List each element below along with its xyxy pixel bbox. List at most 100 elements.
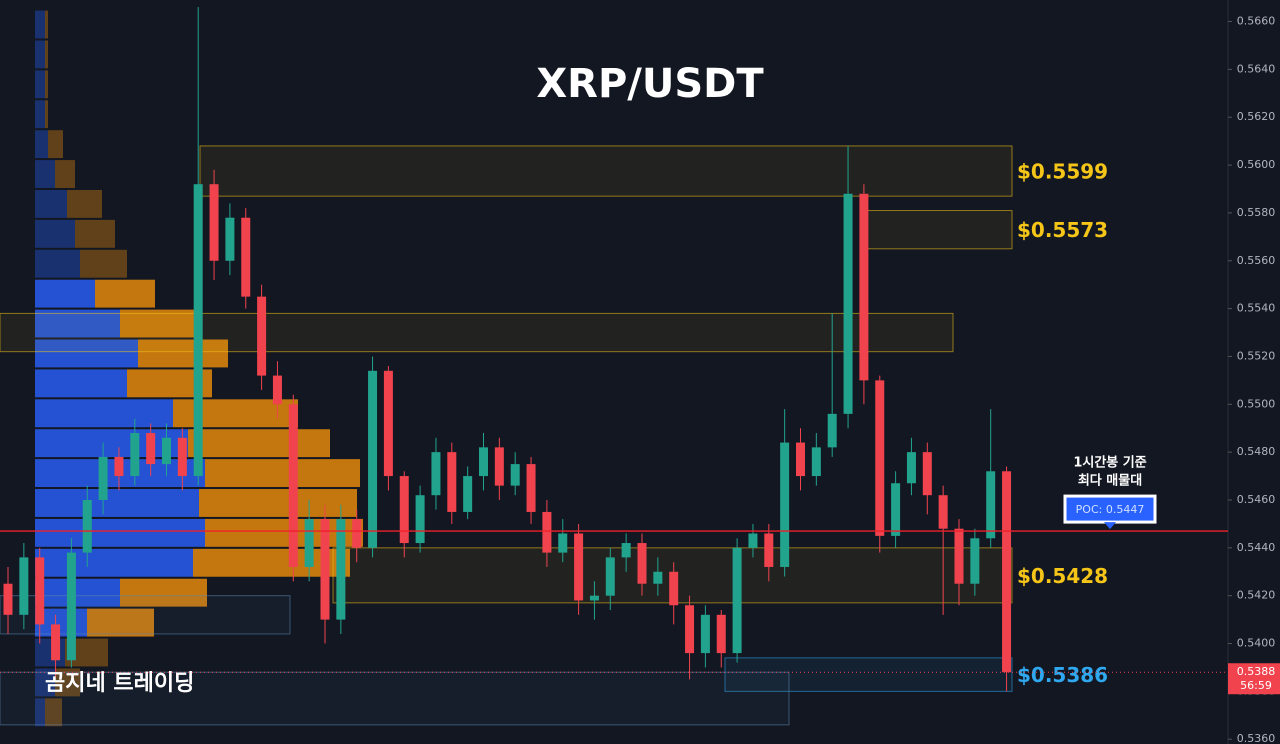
zone xyxy=(862,210,1013,250)
candle-body xyxy=(558,533,568,553)
last-price-label: 0.5388 xyxy=(1237,665,1276,678)
y-tick-label: 0.5400 xyxy=(1237,637,1276,650)
candle-body xyxy=(272,375,282,405)
zone xyxy=(0,312,954,353)
candle-body xyxy=(304,519,314,567)
candle-body xyxy=(19,557,29,615)
profile-bar xyxy=(35,40,45,69)
candle-body xyxy=(605,557,615,596)
profile-bar xyxy=(35,668,55,697)
candle-body xyxy=(130,433,140,477)
candle-body xyxy=(98,456,108,500)
candle-body xyxy=(193,184,203,477)
candle-body xyxy=(891,483,901,536)
profile-bar xyxy=(35,10,45,39)
profile-bar xyxy=(35,518,205,547)
candle-body xyxy=(177,437,187,477)
profile-bar xyxy=(120,309,200,338)
y-tick-label: 0.5420 xyxy=(1237,589,1276,602)
profile-bar xyxy=(35,489,199,517)
poc-box xyxy=(1063,494,1157,524)
profile-bar xyxy=(48,130,63,159)
profile-bar xyxy=(35,189,67,218)
candle-body xyxy=(383,370,393,477)
y-tick-label: 0.5580 xyxy=(1237,206,1276,219)
candle-body xyxy=(906,452,916,484)
candle-body xyxy=(35,557,45,625)
profile-bar xyxy=(87,608,154,637)
profile-bar xyxy=(35,130,48,159)
candle-body xyxy=(938,495,948,529)
zone-label: $0.5573 xyxy=(1017,218,1108,242)
candle-body xyxy=(685,605,695,654)
note: 1시간봉 기준 xyxy=(1073,455,1146,471)
profile-bar xyxy=(35,160,55,188)
candle-body xyxy=(66,552,76,661)
profile-bar xyxy=(35,249,80,278)
y-tick-label: 0.5520 xyxy=(1237,349,1276,362)
profile-bar xyxy=(199,489,357,517)
countdown: 56:59 xyxy=(1240,679,1272,692)
y-tick-label: 0.5560 xyxy=(1237,254,1276,267)
candle-body xyxy=(542,511,552,553)
y-tick-label: 0.5460 xyxy=(1237,493,1276,506)
profile-bar xyxy=(205,459,360,488)
candle-body xyxy=(875,380,885,536)
y-tick-label: 0.5620 xyxy=(1237,110,1276,123)
profile-bar xyxy=(35,309,120,338)
profile-bar xyxy=(55,160,75,188)
candle-body xyxy=(700,614,710,654)
candle-body xyxy=(716,614,726,654)
profile-bar xyxy=(67,189,102,218)
profile-bar xyxy=(120,578,207,607)
profile-bar xyxy=(45,698,62,727)
candle-body xyxy=(922,452,932,496)
profile-bar xyxy=(35,100,45,129)
zone xyxy=(199,145,1013,197)
candle-body xyxy=(368,370,378,548)
candle-body xyxy=(780,442,790,567)
candle-body xyxy=(621,543,631,558)
zone xyxy=(0,595,291,635)
note: 최다 매물대 xyxy=(1078,473,1142,489)
profile-bar xyxy=(45,100,48,129)
profile-bar xyxy=(35,399,173,428)
profile-bar xyxy=(35,369,127,398)
candle-body xyxy=(526,464,536,512)
y-tick-label: 0.5640 xyxy=(1237,62,1276,75)
y-tick-label: 0.5540 xyxy=(1237,302,1276,315)
profile-bar xyxy=(35,698,45,727)
candle-body xyxy=(288,404,298,567)
profile-bar xyxy=(35,70,45,99)
candle-body xyxy=(463,476,473,512)
profile-bar xyxy=(80,249,127,278)
zone-label: $0.5599 xyxy=(1017,160,1108,184)
profile-bar xyxy=(35,578,120,607)
last-price-box xyxy=(1228,663,1280,695)
candle-body xyxy=(82,499,92,553)
profile-bar xyxy=(75,219,115,248)
candle-body xyxy=(257,296,267,376)
profile-bar xyxy=(35,339,138,368)
candle-body xyxy=(415,495,425,544)
candle-body xyxy=(51,624,61,661)
candle-body xyxy=(225,217,235,261)
candle-body xyxy=(162,437,171,465)
profile-bar xyxy=(138,339,228,368)
y-tick-label: 0.5480 xyxy=(1237,445,1276,458)
candle-body xyxy=(589,595,599,601)
candle-body xyxy=(653,571,663,584)
candle-body xyxy=(986,471,996,539)
candle-body xyxy=(447,452,457,512)
candle-body xyxy=(574,533,584,601)
profile-bar xyxy=(55,668,80,697)
candle-body xyxy=(859,193,869,381)
y-tick-label: 0.5500 xyxy=(1237,397,1276,410)
candle-body xyxy=(796,442,805,477)
candle-body xyxy=(352,519,362,548)
candle-body xyxy=(494,447,504,486)
profile-bar xyxy=(45,40,48,69)
profile-bar xyxy=(188,429,330,458)
candle-body xyxy=(146,433,156,465)
candle-body xyxy=(669,571,679,606)
